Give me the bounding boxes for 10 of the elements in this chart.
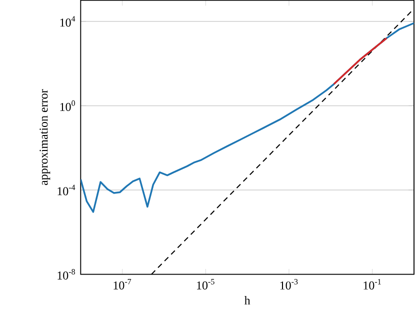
y-tick-label: 10$^{4}$	[60, 16, 76, 27]
x-tick-label: 10$^{-1}$	[364, 279, 381, 290]
y-axis-title: approximation error	[40, 89, 50, 186]
y-tick-label: 10$^{-8}$	[58, 269, 75, 280]
x-tick-label: 10$^{-5}$	[197, 279, 214, 290]
x-tick-label: 10$^{-3}$	[280, 279, 298, 290]
y-tick-label: 10$^{-4}$	[58, 184, 76, 196]
x-tick-label: 10$^{-7}$	[114, 279, 132, 290]
y-tick-label: 10$^{0}$	[60, 100, 75, 111]
x-axis-title: h	[244, 296, 250, 304]
